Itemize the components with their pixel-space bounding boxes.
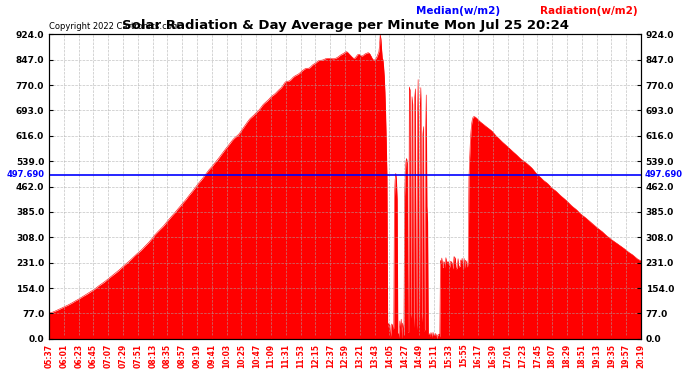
Text: 497.690: 497.690 xyxy=(7,170,45,179)
Text: Radiation(w/m2): Radiation(w/m2) xyxy=(540,6,638,16)
Text: Median(w/m2): Median(w/m2) xyxy=(416,6,500,16)
Title: Solar Radiation & Day Average per Minute Mon Jul 25 20:24: Solar Radiation & Day Average per Minute… xyxy=(121,19,569,32)
Text: 497.690: 497.690 xyxy=(645,170,683,179)
Text: Copyright 2022 Cartronics.com: Copyright 2022 Cartronics.com xyxy=(49,22,180,31)
